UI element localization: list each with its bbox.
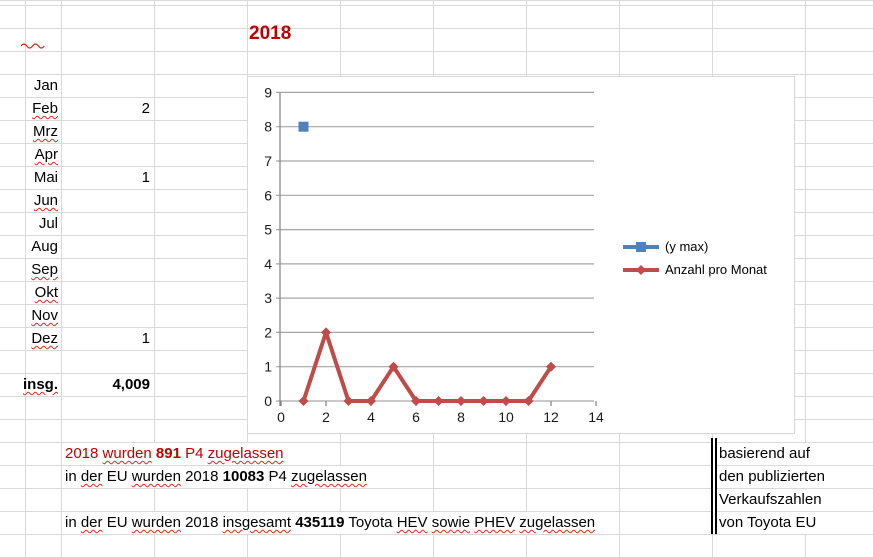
- legend-square-marker-icon: [623, 241, 659, 252]
- value-cell-Okt[interactable]: [62, 281, 150, 304]
- svg-text:4: 4: [264, 256, 272, 272]
- note-text-segment: der: [80, 514, 103, 531]
- svg-text:14: 14: [588, 409, 604, 425]
- total-label-cell[interactable]: insg.: [22, 376, 58, 393]
- svg-text:2: 2: [322, 409, 330, 425]
- total-value-cell[interactable]: 4,009: [112, 376, 150, 393]
- side-note-line-3[interactable]: Verkaufszahlen: [718, 489, 828, 511]
- month-cell-Aug[interactable]: Aug: [31, 238, 58, 255]
- note-line-1[interactable]: 2018 wurden 891 P4 zugelassen: [65, 443, 289, 465]
- month-cell-Feb[interactable]: Feb: [32, 100, 58, 117]
- value-cell-Aug[interactable]: [62, 235, 150, 258]
- note-text-segment: P4: [264, 468, 292, 485]
- svg-text:9: 9: [264, 84, 272, 100]
- chart-legend: (y max) Anzahl pro Monat: [623, 235, 767, 281]
- svg-text:8: 8: [264, 119, 272, 135]
- value-cell-Jan[interactable]: [62, 74, 150, 97]
- value-cell-Feb[interactable]: 2: [141, 100, 150, 117]
- cell-double-border: [711, 438, 717, 534]
- chart-plot-area: 0 1 2 3 4 5 6 7 8 9 0 2 4 6 8 10 12 14: [248, 77, 794, 433]
- legend-diamond-marker-icon: [623, 264, 659, 275]
- year-title: 2018: [249, 23, 292, 44]
- note-text-segment: EU: [102, 514, 132, 531]
- note-text-segment: 2018: [180, 514, 223, 531]
- note-text-segment: der: [80, 468, 103, 485]
- note-line-3[interactable]: in der EU wurden 2018 insgesamt 435119 T…: [65, 512, 601, 534]
- note-text-segment: wurden: [131, 514, 181, 531]
- month-cell-Jun[interactable]: Jun: [33, 192, 58, 209]
- side-note-line-2[interactable]: den publizierten: [718, 466, 831, 488]
- note-text-segment: in: [65, 468, 81, 485]
- month-cell-Jul[interactable]: Jul: [38, 215, 58, 232]
- value-cell-Apr[interactable]: [62, 143, 150, 166]
- note-text-segment: in: [65, 514, 81, 531]
- svg-text:0: 0: [264, 393, 272, 409]
- svg-text:7: 7: [264, 153, 272, 169]
- note-text-segment: wurden: [102, 445, 152, 462]
- note-text-segment: PHEV: [474, 514, 516, 531]
- svg-text:0: 0: [277, 409, 285, 425]
- month-cell-Nov[interactable]: Nov: [31, 307, 58, 324]
- value-cell-Dez[interactable]: 1: [141, 330, 150, 347]
- note-text-segment: wurden: [131, 468, 181, 485]
- month-cell-Okt[interactable]: Okt: [34, 284, 58, 301]
- note-text-segment: zugelassen: [519, 514, 596, 531]
- value-cell-Mai[interactable]: 1: [141, 169, 150, 186]
- note-text-segment: insgesamt: [222, 514, 292, 531]
- side-note-line-4[interactable]: von Toyota EU: [718, 512, 823, 534]
- month-cell-Mai[interactable]: Mai: [33, 169, 58, 186]
- note-line-2[interactable]: in der EU wurden 2018 10083 P4 zugelasse…: [65, 466, 372, 488]
- svg-text:5: 5: [264, 222, 272, 238]
- svg-text:12: 12: [543, 409, 559, 425]
- legend-label: Anzahl pro Monat: [665, 262, 767, 277]
- note-text-segment: 891: [155, 445, 181, 462]
- svg-text:1: 1: [264, 359, 272, 375]
- note-text-segment: 2018: [180, 468, 223, 485]
- legend-label: (y max): [665, 239, 709, 254]
- svg-text:8: 8: [457, 409, 465, 425]
- note-text-segment: 435119: [295, 514, 345, 531]
- note-text-segment: 2018: [65, 445, 103, 462]
- note-text-segment: zugelassen: [291, 468, 367, 485]
- note-text-segment: sowie: [431, 514, 471, 531]
- svg-text:10: 10: [498, 409, 514, 425]
- embedded-chart[interactable]: 0 1 2 3 4 5 6 7 8 9 0 2 4 6 8 10 12 14 (y max) Anzahl pro…: [247, 76, 795, 434]
- note-text-segment: EU: [102, 468, 132, 485]
- month-cell-Dez[interactable]: Dez: [31, 330, 58, 347]
- note-text-segment: P4: [180, 445, 208, 462]
- svg-text:3: 3: [264, 290, 272, 306]
- legend-item-1: Anzahl pro Monat: [623, 258, 767, 281]
- month-cell-Sep[interactable]: Sep: [31, 261, 58, 278]
- month-cell-Mrz[interactable]: Mrz: [33, 123, 58, 140]
- note-text-segment: 10083: [222, 468, 265, 485]
- svg-text:4: 4: [367, 409, 375, 425]
- svg-text:6: 6: [264, 187, 272, 203]
- note-text-segment: HEV: [396, 514, 428, 531]
- month-cell-Apr[interactable]: Apr: [34, 146, 58, 163]
- legend-item-0: (y max): [623, 235, 767, 258]
- svg-text:2: 2: [264, 324, 272, 340]
- spellcheck-squiggle: [21, 43, 45, 49]
- month-cell-Jan[interactable]: Jan: [33, 77, 58, 94]
- value-cell-Nov[interactable]: [62, 304, 150, 327]
- value-cell-Mrz[interactable]: [62, 120, 150, 143]
- svg-text:6: 6: [412, 409, 420, 425]
- value-cell-Jul[interactable]: [62, 212, 150, 235]
- side-note-line-1[interactable]: basierend auf: [718, 443, 816, 465]
- value-cell-Sep[interactable]: [62, 258, 150, 281]
- note-text-segment: Toyota: [344, 514, 397, 531]
- note-text-segment: zugelassen: [207, 445, 284, 462]
- value-cell-Jun[interactable]: [62, 189, 150, 212]
